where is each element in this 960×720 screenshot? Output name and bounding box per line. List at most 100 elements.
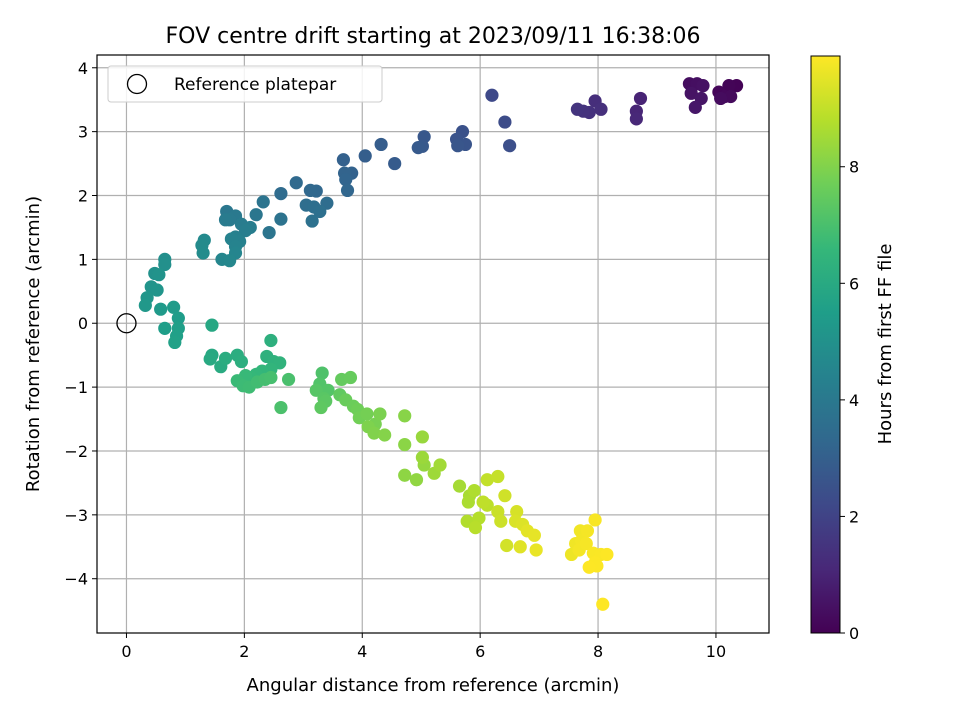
data-point: [594, 102, 608, 116]
data-point: [274, 186, 288, 201]
data-point: [480, 473, 494, 487]
data-point: [150, 283, 164, 297]
data-point: [696, 79, 710, 93]
data-points: [138, 77, 744, 611]
data-point: [305, 214, 319, 228]
data-point: [498, 489, 512, 503]
legend-box: [107, 65, 383, 103]
data-point: [452, 479, 467, 493]
data-point: [373, 407, 387, 421]
data-point: [168, 335, 182, 350]
data-point: [303, 183, 317, 197]
data-point: [234, 354, 249, 369]
data-point: [158, 321, 172, 335]
data-point: [722, 79, 736, 93]
data-point: [203, 352, 217, 366]
data-point: [158, 257, 172, 272]
data-point: [411, 141, 425, 155]
data-point: [461, 495, 475, 509]
y-tick-label: 0: [78, 314, 88, 333]
data-point: [629, 112, 643, 126]
x-tick-label: 10: [706, 642, 726, 661]
data-point: [264, 333, 278, 348]
colorbar-tick-label: 8: [849, 158, 859, 177]
data-point: [582, 560, 596, 574]
data-point: [433, 458, 447, 472]
data-point: [336, 153, 350, 167]
data-point: [313, 204, 327, 219]
x-tick-label: 6: [475, 642, 485, 661]
colorbar-tick-label: 2: [849, 507, 859, 526]
data-point: [724, 89, 738, 104]
data-point: [309, 383, 323, 397]
data-point: [281, 372, 296, 387]
x-tick-label: 0: [121, 642, 131, 661]
y-axis-label: Rotation from reference (arcmin): [23, 196, 44, 492]
data-point: [688, 100, 702, 114]
data-point: [218, 213, 233, 227]
data-point: [596, 597, 610, 611]
data-point: [314, 400, 328, 415]
legend-reference-marker: [126, 73, 148, 95]
data-point: [249, 208, 263, 222]
colorbar-label: Hours from first FF file: [875, 244, 896, 445]
data-point: [476, 495, 490, 509]
data-point: [358, 149, 372, 163]
data-point: [343, 370, 358, 385]
data-point: [374, 137, 388, 152]
data-point: [529, 543, 543, 557]
grid: [97, 55, 769, 633]
data-point: [274, 212, 288, 226]
data-point: [513, 540, 527, 554]
y-axis-ticks: −4 −3 −2 −1 0 1 2 3 4: [64, 59, 97, 589]
colorbar-tick-label: 0: [849, 624, 859, 643]
data-point: [340, 183, 355, 197]
data-point: [588, 513, 602, 527]
y-tick-label: 3: [78, 123, 88, 142]
data-point: [600, 547, 614, 562]
legend: Reference platepar: [107, 65, 383, 103]
data-point: [415, 450, 429, 464]
x-axis-ticks: 0 2 4 6 8 10: [121, 633, 726, 661]
y-tick-label: −2: [64, 442, 88, 461]
data-point: [238, 224, 253, 238]
data-point: [398, 409, 412, 423]
data-point: [274, 400, 288, 415]
x-tick-label: 8: [593, 642, 603, 661]
reference-platepar-marker: [116, 313, 137, 334]
data-point: [223, 254, 237, 268]
data-point: [262, 225, 276, 240]
colorbar-gradient: [810, 55, 841, 634]
data-point: [360, 407, 374, 421]
data-point: [315, 366, 329, 380]
data-point: [256, 195, 270, 209]
data-point: [398, 468, 412, 482]
data-point: [367, 426, 381, 440]
data-point: [498, 115, 512, 129]
colorbar: 0 2 4 6 8 Hours from first FF file: [810, 55, 896, 643]
data-point: [485, 88, 499, 102]
data-point: [138, 298, 152, 312]
y-tick-label: −4: [64, 570, 88, 589]
chart-title: FOV centre drift starting at 2023/09/11 …: [166, 24, 701, 49]
data-point: [467, 483, 481, 498]
data-point: [491, 469, 505, 484]
data-point: [409, 473, 424, 487]
data-point: [196, 246, 210, 260]
data-point: [205, 318, 219, 332]
y-tick-label: −1: [64, 378, 88, 397]
plot-frame: [96, 54, 770, 634]
data-point: [714, 91, 728, 106]
data-point: [218, 351, 233, 365]
data-point: [451, 139, 465, 153]
data-point: [167, 300, 181, 314]
colorbar-ticks: 0 2 4 6 8: [840, 158, 859, 643]
data-point: [339, 172, 353, 187]
data-point: [388, 156, 402, 171]
data-point: [154, 302, 168, 316]
data-point: [500, 538, 514, 553]
y-tick-label: 4: [78, 59, 88, 78]
x-tick-label: 4: [357, 642, 367, 661]
data-point: [527, 528, 541, 542]
